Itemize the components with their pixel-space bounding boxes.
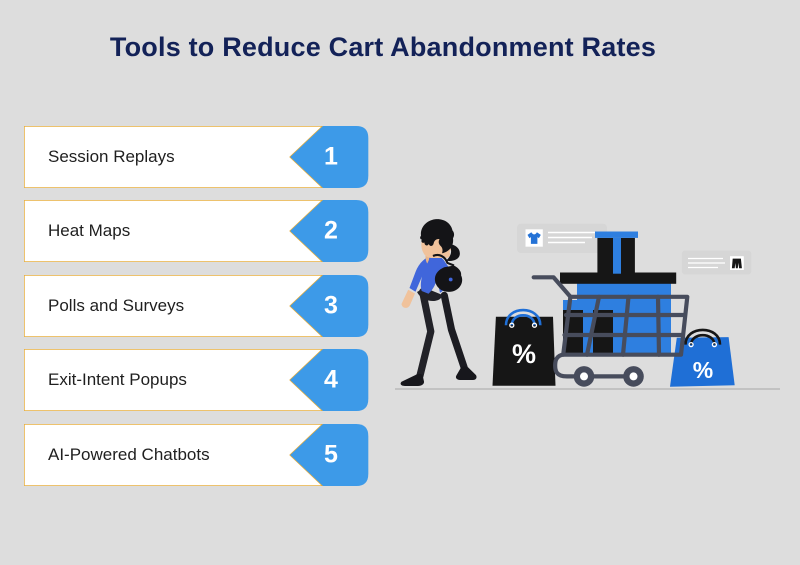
svg-text:%: % <box>512 339 536 369</box>
svg-text:%: % <box>693 357 713 383</box>
